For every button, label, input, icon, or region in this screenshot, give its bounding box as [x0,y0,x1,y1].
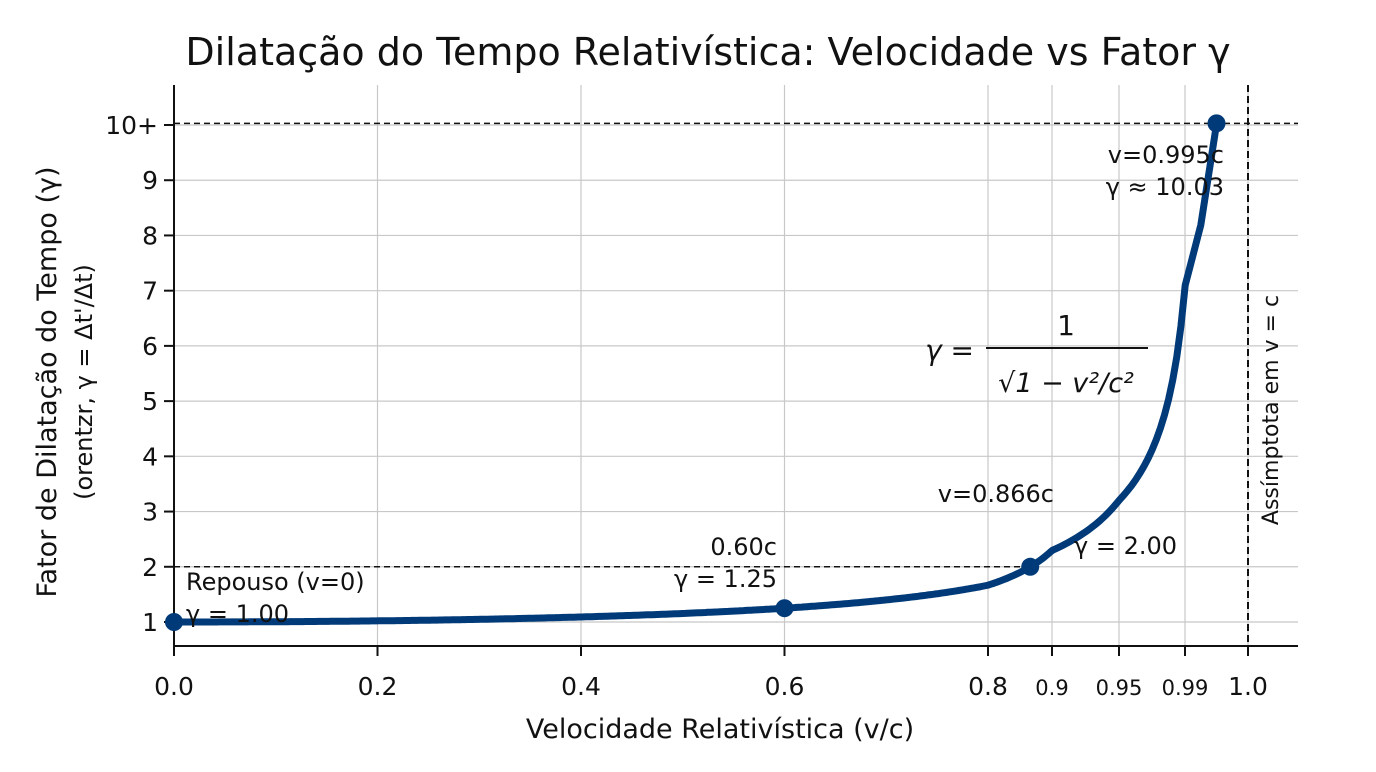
y-axis-sublabel: (orentzr, γ = Δt'/Δt) [70,264,98,500]
point-label: Repouso (v=0) [186,568,365,596]
point-label: γ = 2.00 [1074,532,1177,560]
chart-title: Dilatação do Tempo Relativística: Veloci… [185,30,1230,74]
formula: γ = 1 √1 − v²/c² [925,309,1148,399]
reference-lines [174,85,1298,646]
data-point [775,599,794,618]
y-tick-label: 10+ [105,111,158,140]
asymptote-label: Assímptota em v = c [1259,295,1284,525]
grid [173,85,1298,646]
x-tick-label: 0.4 [561,672,601,701]
y-axis-label: Fator de Dilatação do Tempo (γ) [32,166,63,597]
point-label: v=0.866c [938,480,1054,508]
data-point [165,613,183,631]
y-tick-label: 9 [142,166,158,195]
x-tick-label: 1.0 [1228,672,1268,701]
y-tick-label: 1 [142,608,158,637]
y-tick-label: 5 [142,387,158,416]
point-labels: Repouso (v=0) γ = 1.00 0.60c γ = 1.25 v=0.86… [186,141,1224,628]
y-tick-label: 3 [142,498,158,527]
y-tick-label: 4 [142,442,158,471]
x-tick-label: 0.99 [1162,676,1209,700]
data-point [1207,114,1226,133]
y-ticks: 1 2 3 4 5 6 7 8 9 10+ [105,111,174,637]
x-tick-label: 0.2 [358,672,398,701]
formula-numerator: 1 [1057,309,1075,342]
x-tick-label: 0.95 [1096,676,1143,700]
gamma-curve [170,120,1220,626]
point-label: γ = 1.25 [674,565,777,593]
x-axis-label: Velocidade Relativística (v/c) [526,714,914,745]
point-label: 0.60c [710,533,777,561]
data-points [165,114,1226,631]
point-label: γ = 1.00 [186,600,289,628]
y-tick-label: 2 [142,553,158,582]
x-tick-label: 0.0 [154,672,194,701]
y-tick-label: 8 [142,221,158,250]
x-tick-label: 0.9 [1035,676,1068,700]
point-label: γ ≈ 10.03 [1106,173,1224,201]
y-tick-label: 7 [142,277,158,306]
formula-lhs: γ = [925,334,974,367]
formula-denominator: √1 − v²/c² [998,368,1134,399]
data-point [1021,557,1040,576]
y-tick-label: 6 [142,332,158,361]
axes [173,85,1298,647]
point-label: v=0.995c [1108,141,1224,169]
x-tick-label: 0.8 [968,672,1008,701]
x-ticks: 0.0 0.2 0.4 0.6 0.8 0.9 0.95 0.99 1.0 [154,646,1268,701]
x-tick-label: 0.6 [765,672,805,701]
